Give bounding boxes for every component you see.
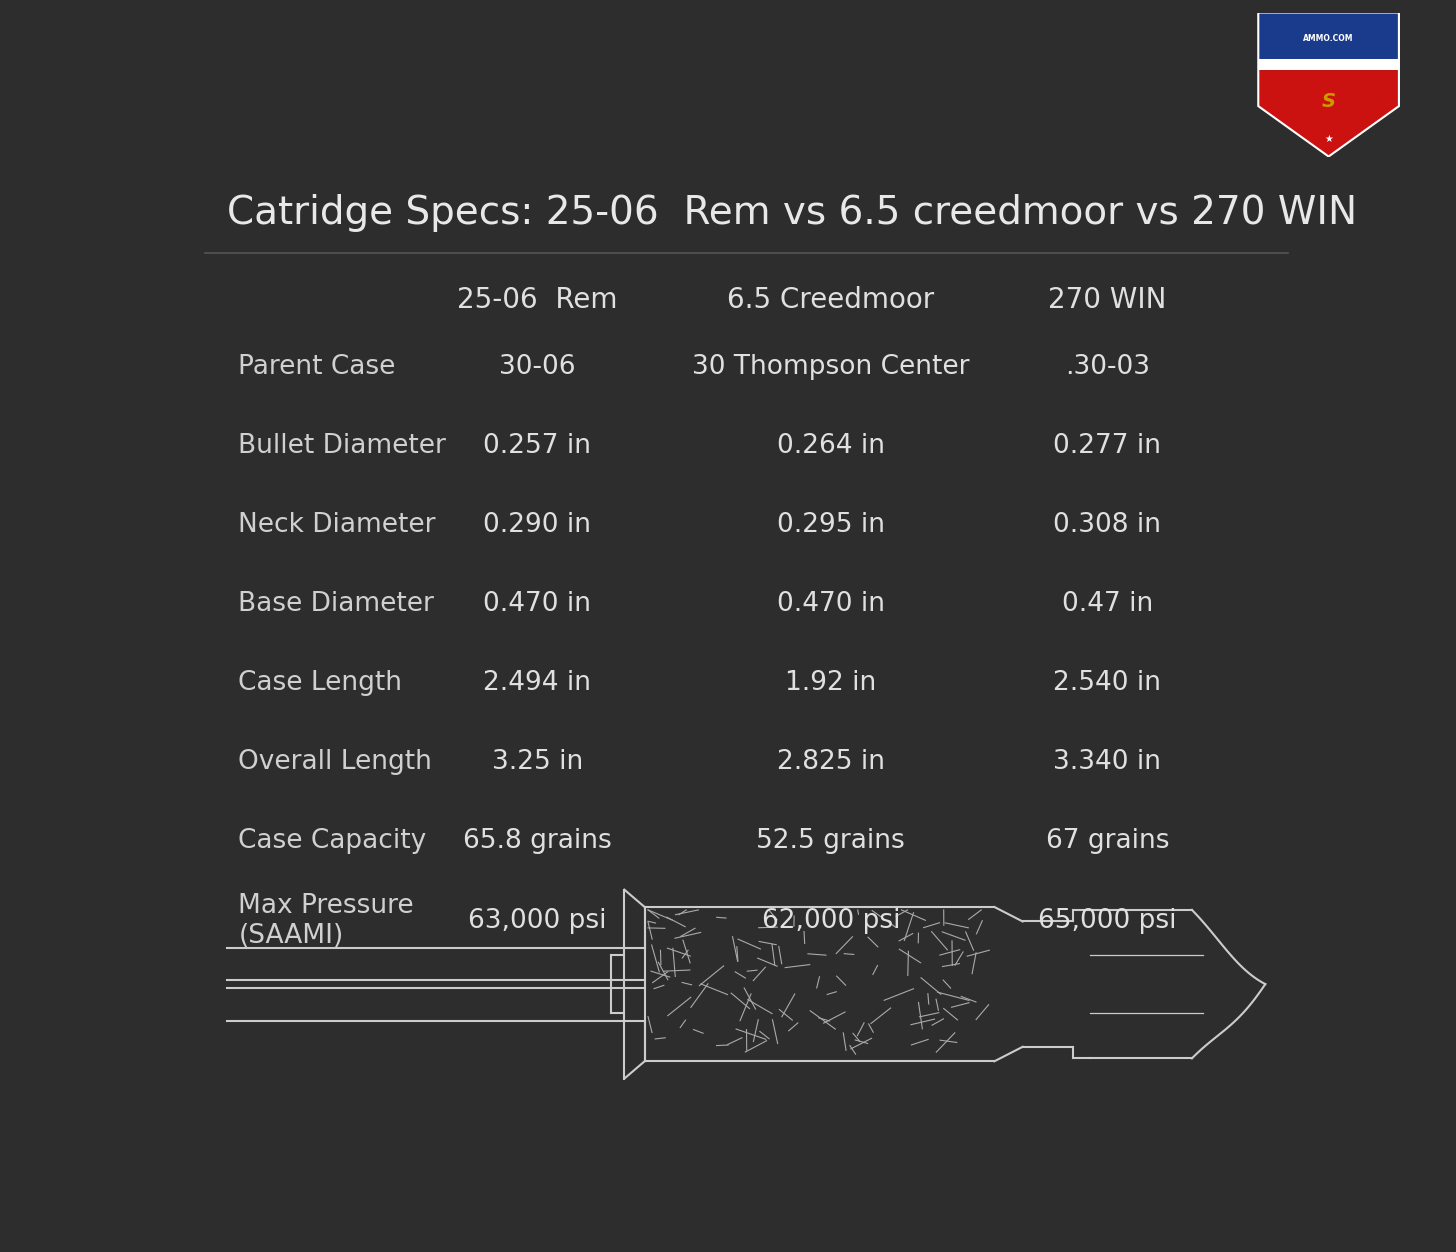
Text: Parent Case: Parent Case <box>239 354 396 381</box>
Text: 0.470 in: 0.470 in <box>778 591 885 617</box>
Text: 62,000 psi: 62,000 psi <box>761 908 900 934</box>
Polygon shape <box>1258 59 1399 70</box>
Text: 52.5 grains: 52.5 grains <box>757 829 906 854</box>
Text: 30 Thompson Center: 30 Thompson Center <box>692 354 970 381</box>
Text: 0.308 in: 0.308 in <box>1053 512 1162 538</box>
Text: 67 grains: 67 grains <box>1045 829 1169 854</box>
Text: 3.25 in: 3.25 in <box>492 750 582 775</box>
Text: 0.47 in: 0.47 in <box>1061 591 1153 617</box>
Text: 0.257 in: 0.257 in <box>483 433 591 459</box>
Text: 65.8 grains: 65.8 grains <box>463 829 612 854</box>
Text: 0.295 in: 0.295 in <box>778 512 885 538</box>
Text: 25-06  Rem: 25-06 Rem <box>457 285 617 314</box>
Text: 6.5 Creedmoor: 6.5 Creedmoor <box>727 285 935 314</box>
Text: .30-03: .30-03 <box>1064 354 1150 381</box>
Text: Catridge Specs: 25-06  Rem vs 6.5 creedmoor vs 270 WIN: Catridge Specs: 25-06 Rem vs 6.5 creedmo… <box>227 194 1357 232</box>
Polygon shape <box>1258 13 1399 59</box>
Text: 63,000 psi: 63,000 psi <box>469 908 607 934</box>
Text: 270 WIN: 270 WIN <box>1048 285 1166 314</box>
Text: 3.340 in: 3.340 in <box>1053 750 1162 775</box>
Text: ★: ★ <box>1324 134 1334 144</box>
Text: Overall Length: Overall Length <box>239 750 432 775</box>
Text: Case Length: Case Length <box>239 670 402 696</box>
Text: Neck Diameter: Neck Diameter <box>239 512 435 538</box>
Text: Bullet Diameter: Bullet Diameter <box>239 433 447 459</box>
Text: Max Pressure
(SAAMI): Max Pressure (SAAMI) <box>239 893 414 949</box>
Text: 65,000 psi: 65,000 psi <box>1038 908 1176 934</box>
Text: 2.540 in: 2.540 in <box>1053 670 1162 696</box>
Text: Base Diameter: Base Diameter <box>239 591 434 617</box>
Text: 0.264 in: 0.264 in <box>778 433 885 459</box>
Text: AMMO.COM: AMMO.COM <box>1303 34 1354 43</box>
Text: 2.494 in: 2.494 in <box>483 670 591 696</box>
Text: S: S <box>1322 93 1335 111</box>
Text: 0.277 in: 0.277 in <box>1053 433 1162 459</box>
Text: 1.92 in: 1.92 in <box>785 670 877 696</box>
Text: 30-06: 30-06 <box>499 354 575 381</box>
Text: Case Capacity: Case Capacity <box>239 829 427 854</box>
Text: 0.470 in: 0.470 in <box>483 591 591 617</box>
Text: 2.825 in: 2.825 in <box>778 750 885 775</box>
Text: 0.290 in: 0.290 in <box>483 512 591 538</box>
Polygon shape <box>1258 70 1399 156</box>
